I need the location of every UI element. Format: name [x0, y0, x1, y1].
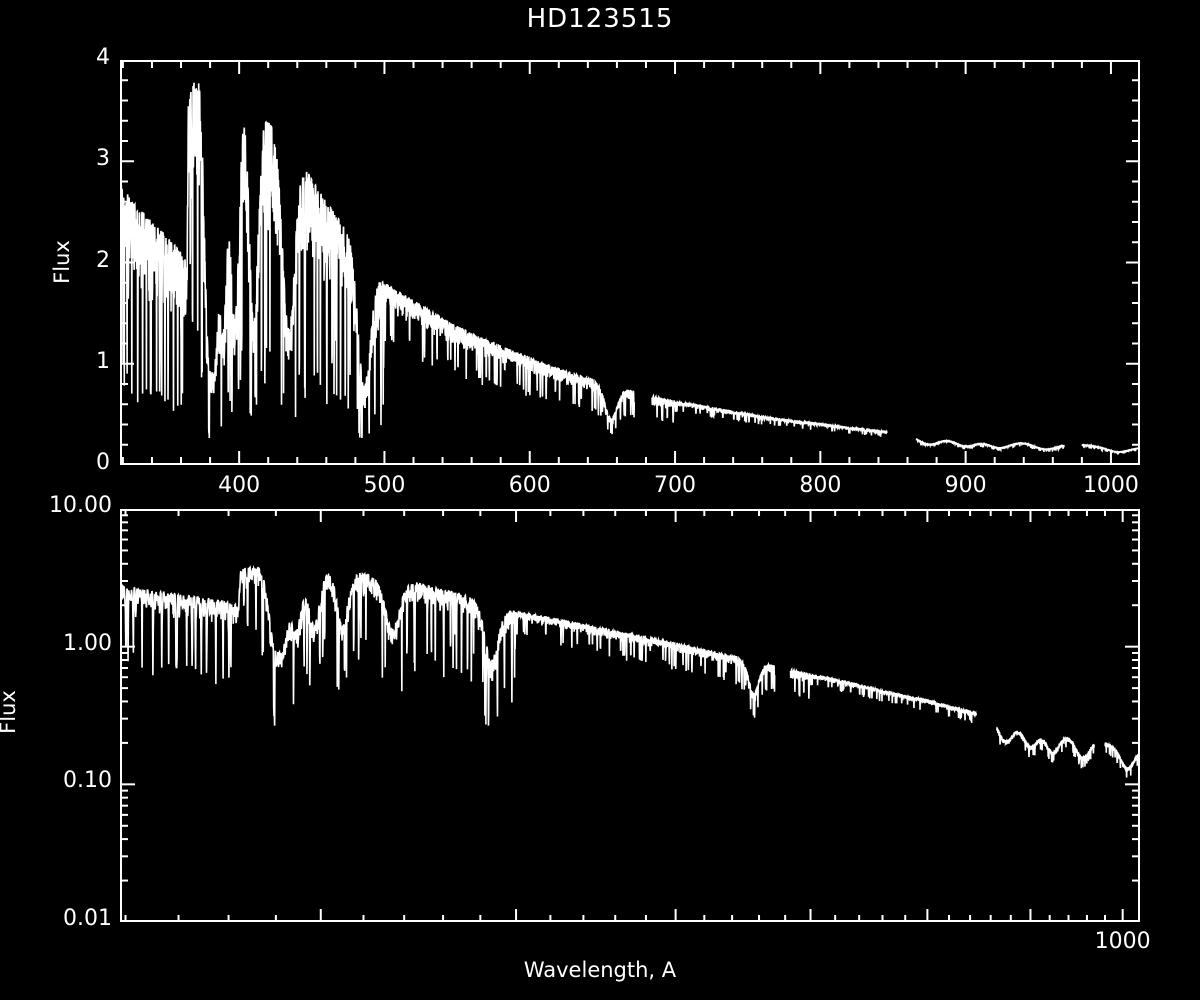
y-tick-label-lower: 0.01 — [63, 906, 112, 931]
y-tick-label-lower: 10.00 — [49, 493, 112, 518]
x-tick-label-upper: 500 — [363, 473, 406, 498]
y-tick-label-upper: 2 — [96, 247, 110, 273]
x-tick-label-upper: 400 — [218, 473, 261, 498]
spectrum-trace — [1104, 741, 1140, 778]
page-title: HD123515 — [526, 4, 674, 34]
spectrum-plot-upper — [120, 60, 1140, 465]
spectrum-trace — [1081, 443, 1140, 456]
x-tick-label-lower: 1000 — [1094, 929, 1151, 954]
x-tick-label-upper: 700 — [654, 473, 697, 498]
log-flux-panel — [120, 509, 1140, 922]
spectrum-trace — [120, 82, 636, 439]
y-tick-label-upper: 1 — [96, 348, 110, 374]
x-tick-label-upper: 600 — [508, 473, 551, 498]
x-tick-label-upper: 900 — [944, 473, 987, 498]
spectrum-trace — [120, 564, 776, 726]
plot-frame-lower — [120, 509, 1140, 922]
y-tick-label-upper: 3 — [96, 146, 110, 172]
linear-flux-panel — [120, 60, 1140, 465]
spectrum-plot-lower — [120, 509, 1140, 922]
y-axis-title-lower: Flux — [0, 690, 20, 734]
y-tick-label-upper: 4 — [96, 45, 110, 70]
y-tick-label-lower: 0.10 — [63, 768, 112, 794]
x-tick-label-upper: 800 — [799, 473, 842, 498]
y-tick-label-lower: 1.00 — [63, 630, 112, 656]
spectrum-trace — [789, 666, 978, 723]
x-tick-label-upper: 1000 — [1082, 473, 1139, 498]
spectrum-trace — [996, 726, 1095, 769]
spectrum-trace — [915, 438, 1066, 453]
y-tick-label-upper: 0 — [96, 450, 110, 475]
x-axis-title: Wavelength, A — [523, 958, 677, 982]
spectrum-trace — [651, 393, 888, 437]
